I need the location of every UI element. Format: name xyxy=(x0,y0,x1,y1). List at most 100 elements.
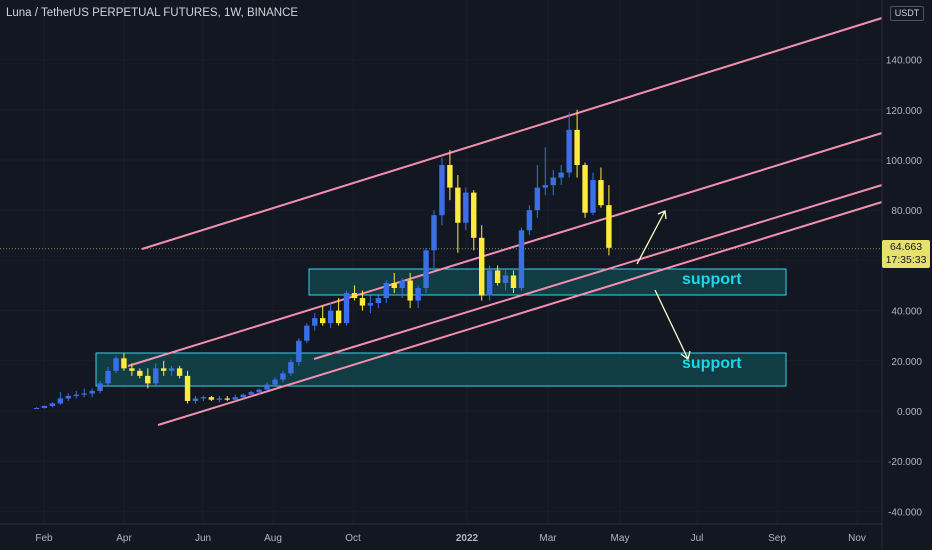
candle-body xyxy=(121,358,127,369)
candle-body xyxy=(383,282,389,299)
candle-body xyxy=(49,403,56,406)
candle-body xyxy=(161,368,167,371)
candle-body xyxy=(534,187,541,211)
arrow-up-head xyxy=(657,210,667,220)
candle-body xyxy=(367,303,374,306)
y-tick-label: 40.000 xyxy=(891,307,922,318)
candle-body xyxy=(582,165,588,213)
support-label-upper: support xyxy=(682,271,742,288)
candle-body xyxy=(598,180,604,206)
channel-lines xyxy=(127,17,883,426)
arrow-down-line xyxy=(654,289,689,360)
candle-body xyxy=(97,383,103,391)
candle-body xyxy=(89,390,95,394)
candle-body xyxy=(399,280,405,289)
candle-body xyxy=(407,280,413,301)
y-tick-label: 100.000 xyxy=(886,156,923,167)
channel-line xyxy=(313,184,883,360)
x-tick-label: Mar xyxy=(539,533,557,544)
candle-body xyxy=(518,230,525,289)
channel-line xyxy=(141,17,883,250)
candle-body xyxy=(81,393,87,395)
candle-body xyxy=(129,368,135,371)
trend-arrows xyxy=(636,210,691,361)
candle-body xyxy=(391,282,397,289)
y-tick-label: 80.000 xyxy=(891,206,922,217)
candle-body xyxy=(240,394,246,398)
candle-body xyxy=(65,395,71,399)
candle-body xyxy=(137,370,143,376)
candle-body xyxy=(105,370,111,384)
x-tick-label: Apr xyxy=(116,533,132,544)
candle-body xyxy=(208,397,215,400)
candle-body xyxy=(272,379,278,385)
candle-body xyxy=(41,405,48,408)
candle-body xyxy=(248,392,254,395)
candle-body xyxy=(502,275,509,283)
y-tick-label: 20.000 xyxy=(891,357,922,368)
candle-body xyxy=(224,398,230,400)
bar-countdown: 17:35:33 xyxy=(885,254,927,266)
candle-body xyxy=(359,298,366,306)
candle-body xyxy=(550,177,556,186)
support-label-lower: support xyxy=(682,355,742,372)
chart-title: Luna / TetherUS PERPETUAL FUTURES, 1W, B… xyxy=(6,7,299,19)
candle-body xyxy=(57,398,64,404)
x-tick-label: Jun xyxy=(195,533,211,544)
last-price-value: 64.663 xyxy=(889,241,923,253)
candle-body xyxy=(463,192,469,223)
last-price-tag: 64.663 17:35:33 xyxy=(882,240,930,268)
candle-body xyxy=(447,165,453,188)
x-tick-label: Sep xyxy=(768,533,786,544)
candle-body xyxy=(200,397,207,399)
candle-body xyxy=(343,293,350,324)
channel-line xyxy=(127,132,883,367)
candle-body xyxy=(526,210,533,231)
x-tick-label: Feb xyxy=(35,533,53,544)
candle-body xyxy=(176,368,183,376)
candle-body xyxy=(542,185,548,188)
x-tick-label: May xyxy=(611,533,630,544)
candle-body xyxy=(280,373,286,380)
candle-body xyxy=(479,237,485,296)
candle-body xyxy=(288,362,294,374)
x-tick-label: Nov xyxy=(848,533,866,544)
candle-body xyxy=(606,205,612,248)
candle-body xyxy=(33,407,40,409)
candle-body xyxy=(312,318,318,326)
candle-body xyxy=(216,398,223,400)
y-tick-label: -40.000 xyxy=(888,507,922,518)
y-tick-label: 120.000 xyxy=(886,106,923,117)
chart-grid xyxy=(0,248,882,250)
candle-body xyxy=(375,298,382,304)
candle-body xyxy=(455,187,461,223)
candle-body xyxy=(256,389,262,393)
candle-body xyxy=(471,192,477,238)
arrow-up-line xyxy=(636,210,666,265)
candle-body xyxy=(486,270,493,296)
price-unit-badge[interactable]: USDT xyxy=(890,6,924,21)
candle-body xyxy=(304,325,310,341)
candle-body xyxy=(264,384,270,390)
candle-body xyxy=(566,129,572,173)
candle-body xyxy=(351,293,358,299)
candle-body xyxy=(590,180,596,213)
candle-body xyxy=(510,275,517,289)
candle-body xyxy=(574,129,580,166)
y-tick-label: 0.000 xyxy=(897,407,922,418)
candle-body xyxy=(415,288,421,301)
x-tick-label: Oct xyxy=(345,533,361,544)
candle-body xyxy=(153,368,159,384)
candle-body xyxy=(113,358,119,371)
candle-body xyxy=(232,397,238,400)
y-tick-label: -20.000 xyxy=(888,457,922,468)
candle-body xyxy=(439,165,445,216)
arrow-down-head xyxy=(680,350,691,361)
x-tick-label: 2022 xyxy=(456,533,479,544)
candle-body xyxy=(335,310,342,324)
candle-body xyxy=(494,270,501,283)
channel-line xyxy=(157,201,883,426)
candle-body xyxy=(327,310,334,324)
candle-body xyxy=(423,250,429,289)
